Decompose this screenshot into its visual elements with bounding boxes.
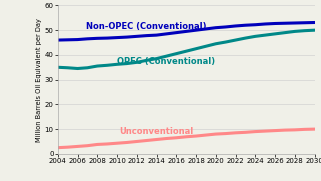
Text: OPEC (Conventional): OPEC (Conventional) bbox=[117, 56, 215, 66]
Text: Unconventional: Unconventional bbox=[119, 127, 194, 136]
Text: Non-OPEC (Conventional): Non-OPEC (Conventional) bbox=[86, 22, 207, 31]
Y-axis label: Million Barrels Oil Equivalent per Day: Million Barrels Oil Equivalent per Day bbox=[36, 18, 42, 142]
